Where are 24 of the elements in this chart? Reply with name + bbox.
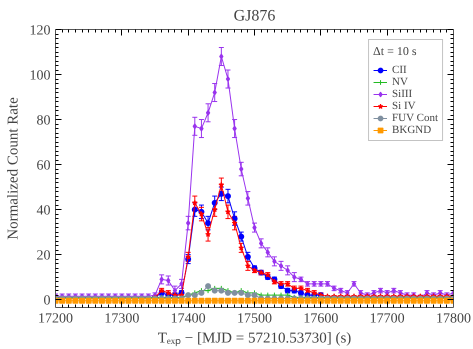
x-tick-label: 17700: [370, 312, 405, 326]
legend-label: NV: [392, 76, 409, 88]
x-tick-label: 17300: [104, 312, 140, 326]
y-tick-label: 100: [30, 68, 50, 84]
y-tick-label: 60: [36, 158, 50, 174]
legend-label: SiIII: [392, 88, 412, 100]
x-tick-label: 17800: [436, 312, 471, 326]
x-tick-label: 17200: [38, 312, 73, 326]
legend-title: Δt = 10 s: [373, 44, 418, 59]
x-tick-label: 17400: [170, 312, 206, 326]
y-tick-label: 40: [36, 204, 50, 219]
x-axis-title: Tₑₓₚ − [MJD = 57210.53730] (s): [158, 330, 352, 346]
chart-title: GJ876: [234, 8, 276, 24]
y-tick-label: 120: [30, 24, 50, 38]
y-tick-label: 80: [36, 114, 50, 129]
legend-label: BKGND: [392, 124, 432, 136]
y-axis-title: Normalized Count Rate: [6, 96, 22, 240]
x-tick-label: 17600: [303, 312, 338, 326]
y-tick-label: 0: [44, 294, 50, 309]
y-tick-label: 20: [36, 248, 50, 264]
legend-label: Si IV: [392, 100, 416, 112]
x-tick-label: 17500: [237, 312, 272, 326]
legend-label: CII: [392, 64, 408, 76]
legend-label: FUV Cont: [392, 112, 438, 124]
